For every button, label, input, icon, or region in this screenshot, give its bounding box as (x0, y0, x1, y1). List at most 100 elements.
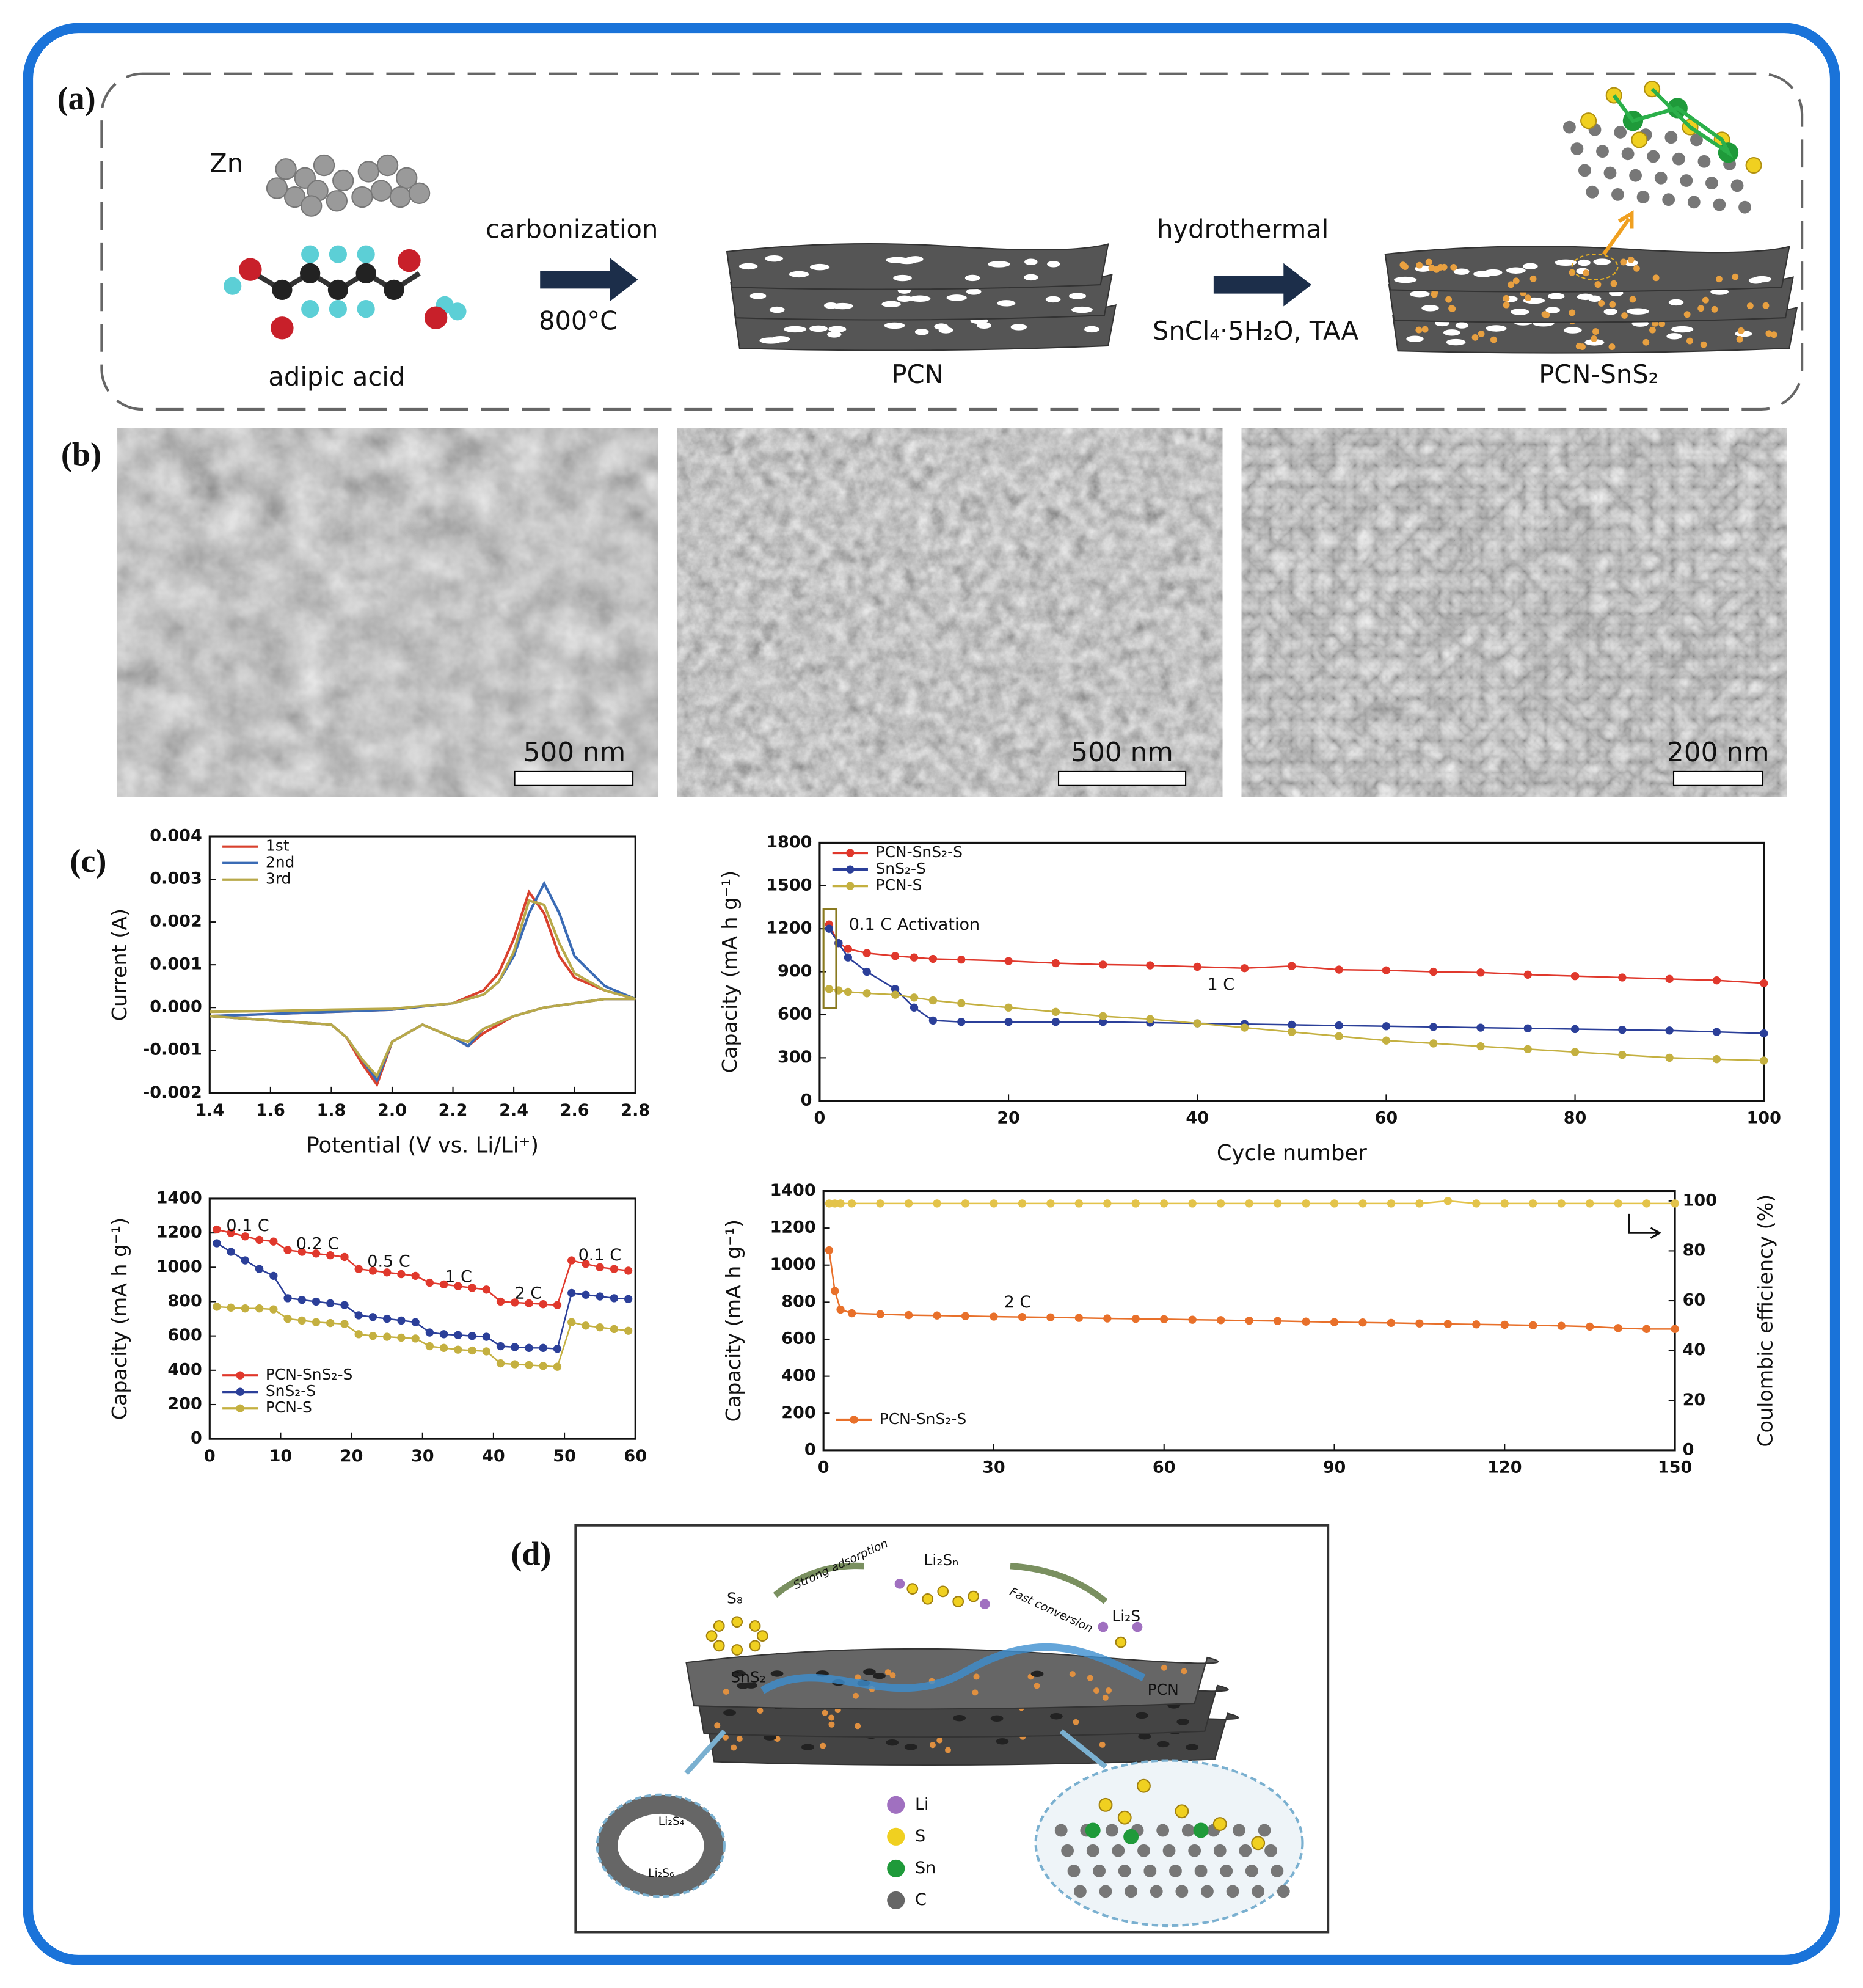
c-atom (1713, 198, 1726, 211)
c-atom (384, 279, 404, 301)
c-atom (1188, 1844, 1201, 1857)
pore (1443, 329, 1460, 336)
c-atom (1175, 1885, 1189, 1898)
data-point (567, 1288, 576, 1298)
c-atom (1629, 169, 1642, 182)
data-point (1443, 1197, 1453, 1205)
sns2-particle (1700, 341, 1707, 348)
sns2-particle (1508, 281, 1515, 288)
legend-ball (887, 1796, 905, 1814)
zn-atom (275, 158, 297, 180)
data-point (1557, 1199, 1566, 1208)
data-point (525, 1361, 533, 1370)
data-point (1335, 1021, 1343, 1030)
data-point (1131, 1199, 1140, 1208)
x-tick-label: 0 (814, 1108, 826, 1127)
highlight (1571, 254, 1619, 280)
sns2-particle (1649, 326, 1656, 334)
data-point (297, 1248, 306, 1256)
sem-image (677, 428, 1223, 797)
sns2-particle (1433, 266, 1440, 273)
data-point (928, 1016, 938, 1025)
data-point (241, 1232, 250, 1241)
series-line (216, 1242, 629, 1350)
data-point (496, 1359, 505, 1368)
sns2-particle (1610, 280, 1617, 287)
x-tick-label: 2.6 (560, 1101, 589, 1120)
data-point (1288, 962, 1296, 970)
legend-label: SnS₂-S (266, 1382, 316, 1400)
sns2-particle (1732, 273, 1739, 280)
s-atom (1580, 112, 1597, 130)
data-point (496, 1297, 505, 1306)
x-tick-label: 40 (482, 1447, 505, 1466)
x-tick-label: 60 (1153, 1458, 1176, 1477)
y-tick-label: 1500 (766, 875, 812, 894)
data-point (1476, 968, 1485, 977)
data-point (844, 987, 852, 996)
legend-marker (846, 882, 855, 890)
y-tick-label: 300 (778, 1048, 812, 1067)
x-tick-label: 1.6 (256, 1101, 285, 1120)
y-tick-label: 0.001 (150, 955, 202, 974)
data-point (1146, 961, 1154, 970)
li-atom (1098, 1621, 1109, 1632)
data-point (904, 1199, 913, 1208)
panel-label: (b) (61, 436, 101, 472)
data-point (468, 1346, 476, 1355)
data-point (1051, 959, 1060, 968)
x-tick-label: 2.0 (377, 1101, 407, 1120)
data-point (1160, 1199, 1168, 1208)
sns2-particle (1579, 343, 1586, 351)
s-atom (922, 1593, 934, 1605)
data-point (269, 1237, 278, 1246)
x-tick-label: 30 (411, 1447, 434, 1466)
data-point (1614, 1324, 1622, 1332)
data-point (624, 1266, 633, 1275)
data-point (862, 989, 871, 998)
pore (1394, 276, 1417, 283)
sns2-particle (723, 1688, 729, 1695)
data-point (1523, 1045, 1532, 1053)
y-tick-label: -0.001 (143, 1040, 202, 1059)
data-point (825, 924, 834, 933)
scale-label: 500 nm (523, 737, 626, 768)
activation-box (822, 908, 837, 1009)
y-tick-label: 200 (167, 1394, 202, 1413)
legend-label: SnS₂-S (875, 860, 925, 877)
sns2-particle (1569, 309, 1576, 316)
data-point (933, 1199, 941, 1208)
data-point (1193, 1019, 1201, 1028)
c-atom (1738, 200, 1751, 214)
pore (769, 306, 785, 313)
data-point (227, 1303, 235, 1312)
data-point (1131, 1314, 1140, 1323)
sns2-particle (1765, 330, 1773, 337)
data-point (539, 1300, 547, 1309)
c-atom (1271, 1865, 1284, 1877)
c-atom (1621, 147, 1635, 161)
zn-atom (396, 167, 418, 189)
y2-tick-label: 0 (1683, 1440, 1694, 1459)
data-point (397, 1333, 406, 1342)
data-point (1273, 1199, 1282, 1208)
data-point (1099, 1018, 1107, 1026)
data-point (525, 1343, 533, 1352)
sns2-particle (1073, 1719, 1079, 1725)
data-point (368, 1331, 377, 1340)
y2-tick-label: 80 (1683, 1241, 1706, 1260)
data-point (383, 1314, 392, 1323)
c-atom (1061, 1844, 1074, 1857)
data-point (241, 1256, 250, 1265)
data-point (312, 1297, 321, 1306)
pore (966, 288, 982, 295)
y-tick-label: 1400 (770, 1181, 815, 1200)
sns2-particle (1629, 296, 1636, 303)
s-atom (1251, 1836, 1266, 1851)
annotation: 0.1 C Activation (849, 915, 980, 934)
sns2-particle (1686, 337, 1693, 345)
sns2-particle (1598, 300, 1605, 307)
pore (1084, 326, 1099, 333)
data-point (825, 985, 834, 993)
x-tick-label: 0 (818, 1458, 829, 1477)
